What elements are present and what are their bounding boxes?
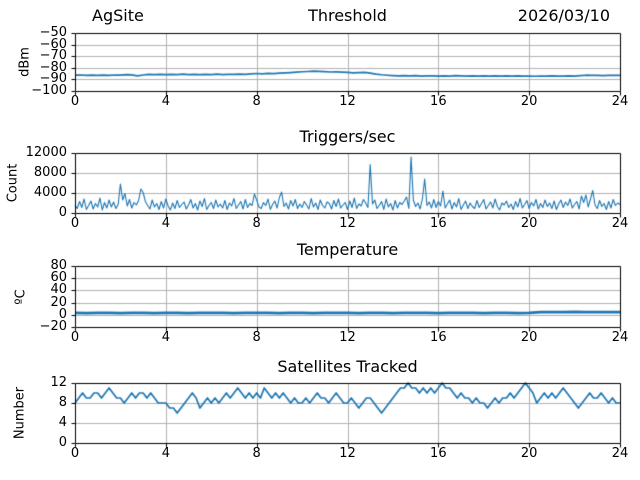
chart3-title: Temperature (296, 240, 399, 259)
x-tick-label: 20 (520, 216, 538, 231)
y-tick-label: 60 (50, 270, 67, 286)
x-tick-label: 12 (339, 216, 356, 231)
chart1-title: Threshold (308, 6, 387, 25)
x-tick-label: 0 (70, 330, 80, 345)
y-tick-label: 8 (58, 395, 67, 410)
chart2-title: Triggers/sec (299, 127, 396, 146)
y-tick-label: −60 (39, 36, 67, 52)
x-tick-label: 24 (611, 330, 629, 345)
y-tick-label: 8000 (33, 165, 67, 180)
y-axis-label-number: Number (12, 386, 28, 440)
x-tick-label: 4 (161, 94, 170, 109)
y-tick-label: −80 (39, 59, 67, 75)
x-tick-label: 8 (252, 94, 261, 109)
y-tick-label: 0 (58, 435, 67, 450)
x-tick-label: 12 (339, 446, 356, 461)
x-tick-label: 20 (520, 330, 538, 345)
y-tick-label: 0 (58, 205, 67, 220)
x-tick-label: 4 (161, 330, 170, 345)
x-tick-label: 24 (611, 94, 629, 109)
x-tick-label: 24 (611, 446, 629, 461)
x-tick-label: 24 (611, 216, 629, 231)
site-name-title: AgSite (92, 6, 144, 25)
y-tick-label: 12000 (25, 145, 67, 160)
x-tick-label: 12 (339, 330, 356, 345)
chart4-title: Satellites Tracked (277, 357, 418, 376)
y-tick-label: 4000 (33, 185, 67, 200)
x-tick-label: 0 (70, 446, 80, 461)
y-tick-label: −100 (31, 83, 67, 98)
x-tick-label: 0 (70, 94, 80, 109)
y-tick-label: 4 (58, 415, 67, 430)
x-tick-label: 0 (70, 216, 80, 231)
x-tick-label: 12 (339, 94, 356, 109)
date-title: 2026/03/10 (517, 6, 610, 25)
x-tick-label: 20 (520, 94, 538, 109)
x-tick-label: 20 (520, 446, 538, 461)
y-tick-label: 20 (50, 294, 67, 310)
x-tick-label: 8 (252, 216, 261, 231)
x-tick-label: 8 (252, 330, 261, 345)
x-tick-label: 8 (252, 446, 261, 461)
x-tick-label: 4 (161, 216, 170, 231)
y-tick-label: 12 (50, 375, 67, 390)
y-tick-label: −50 (39, 25, 67, 40)
y-tick-label: −90 (39, 71, 67, 87)
y-tick-label: −20 (39, 319, 67, 334)
chart1-header: AgSite Threshold 2026/03/10 (75, 6, 620, 26)
x-tick-label: 16 (430, 330, 447, 345)
y-tick-label: −70 (39, 48, 67, 64)
y-tick-label: 0 (58, 306, 67, 322)
x-tick-label: 16 (430, 94, 447, 109)
y-tick-label: 80 (50, 258, 67, 273)
x-tick-label: 16 (430, 216, 447, 231)
y-tick-label: 40 (50, 282, 67, 298)
x-tick-label: 4 (161, 446, 170, 461)
x-tick-label: 16 (430, 446, 447, 461)
